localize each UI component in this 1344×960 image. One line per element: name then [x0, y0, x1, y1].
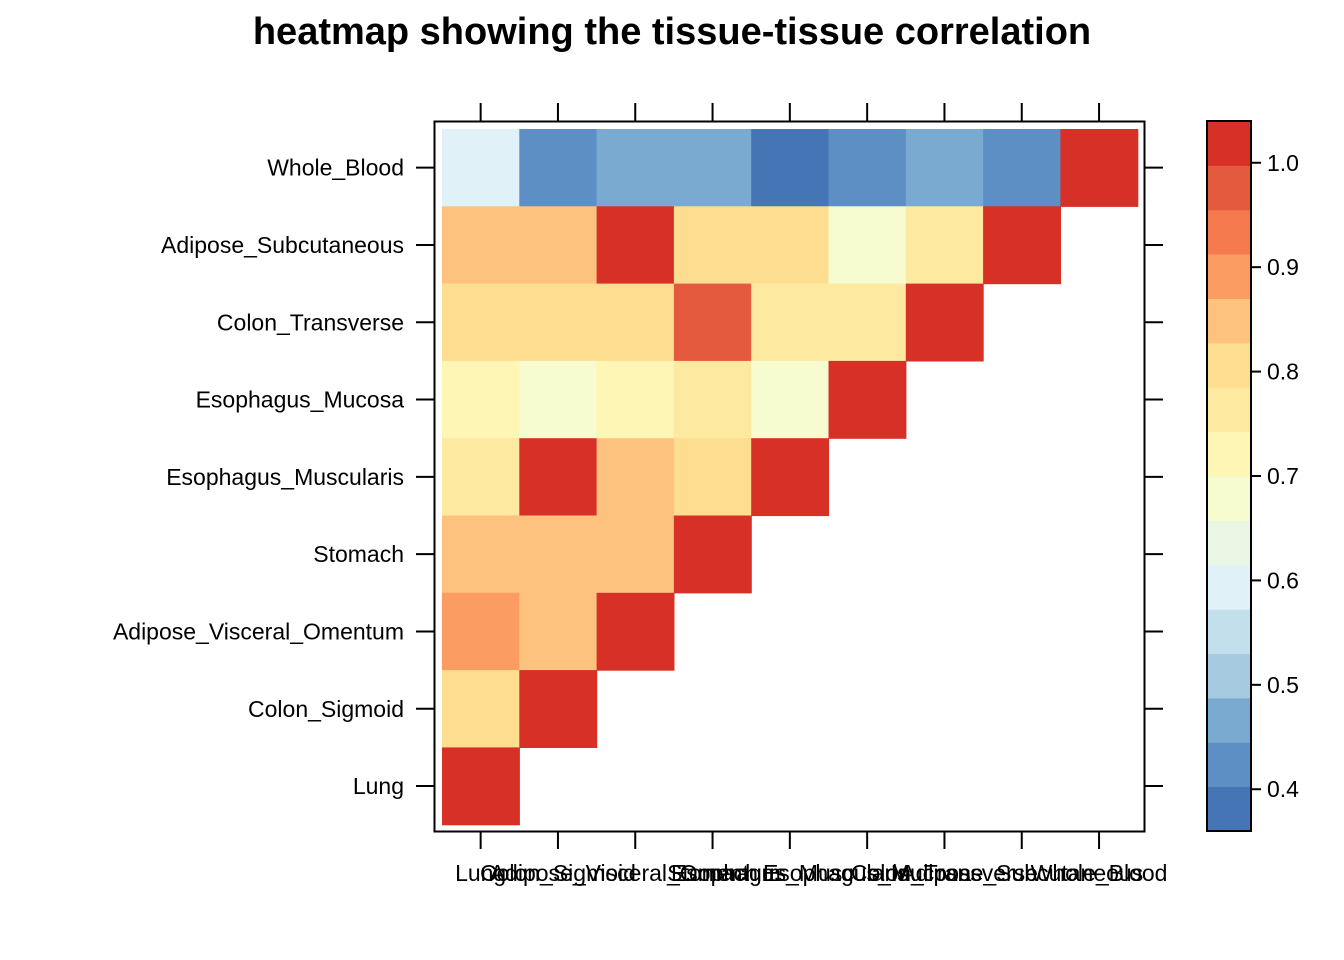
colorbar-tick-label: 1.0 — [1267, 150, 1299, 176]
colorbar-segment — [1207, 431, 1251, 477]
y-tick-label: Stomach — [313, 541, 404, 567]
heatmap-cell — [673, 515, 752, 594]
colorbar-segment — [1207, 298, 1251, 344]
y-tick-label: Adipose_Visceral_Omentum — [113, 618, 404, 644]
colorbar-segment — [1207, 387, 1251, 433]
colorbar-tick-label: 0.8 — [1267, 359, 1299, 385]
heatmap-cell — [905, 129, 984, 207]
heatmap-cell — [828, 283, 907, 362]
colorbar-segment — [1207, 342, 1251, 388]
x-tick-label: Colon_Sigmoid — [480, 860, 636, 886]
colorbar-segment — [1207, 653, 1251, 699]
heatmap-cell — [983, 206, 1061, 285]
heatmap-cell — [442, 592, 520, 671]
colorbar-segment — [1207, 564, 1251, 610]
heatmap-cell — [596, 283, 675, 362]
heatmap-cell — [519, 129, 598, 207]
colorbar-tick-label: 0.9 — [1267, 254, 1299, 280]
axes: Whole_BloodAdipose_SubcutaneousColon_Tra… — [113, 103, 1168, 886]
heatmap-cell — [442, 670, 520, 748]
heatmap-cell — [905, 283, 984, 362]
heatmap-cell — [519, 206, 598, 285]
heatmap-cell — [673, 283, 752, 362]
y-tick-label: Esophagus_Mucosa — [196, 387, 405, 413]
colorbar-segment — [1207, 786, 1251, 832]
colorbar-segment — [1207, 742, 1251, 788]
y-tick-label: Whole_Blood — [267, 155, 404, 181]
heatmap-cell — [751, 206, 830, 285]
colorbar-segment — [1207, 476, 1251, 521]
heatmap-cell — [442, 206, 520, 285]
heatmap-cell — [751, 438, 830, 517]
y-tick-label: Esophagus_Muscularis — [166, 464, 404, 490]
heatmap-cell — [442, 438, 520, 517]
y-tick-label: Adipose_Subcutaneous — [161, 232, 404, 258]
y-tick-label: Colon_Transverse — [217, 309, 404, 335]
colorbar-tick-label: 0.7 — [1267, 463, 1299, 489]
heatmap-cell — [983, 129, 1061, 207]
heatmap-cell — [519, 360, 598, 439]
x-tick-label: Whole_Blood — [1031, 860, 1168, 886]
heatmap-cell — [751, 129, 830, 207]
heatmap-cell — [519, 283, 598, 362]
heatmap-cell — [673, 360, 752, 439]
heatmap-cell — [596, 360, 675, 439]
heatmap-cell — [673, 206, 752, 285]
heatmap-cell — [442, 129, 520, 207]
x-tick-label: Esophagus_Mucosa — [763, 860, 972, 886]
heatmap-cell — [519, 515, 598, 594]
colorbar-segment — [1207, 254, 1251, 299]
colorbar-tick-label: 0.4 — [1267, 776, 1299, 802]
colorbar: 0.4 0.5 0.6 0.7 0.8 0.9 1.0 — [1206, 120, 1299, 832]
x-tick-label: Esophagus_Muscularis — [671, 860, 909, 886]
heatmap-cell — [442, 515, 520, 594]
colorbar-segment — [1207, 209, 1251, 255]
heatmap-cell — [596, 129, 675, 207]
heatmap-cell — [828, 129, 907, 207]
heatmap-cell — [751, 283, 830, 362]
heatmap-cell — [442, 360, 520, 439]
heatmap-cell — [828, 360, 907, 439]
x-tick-label: Adipose_Visceral_Omentum — [490, 860, 781, 886]
x-tick-label: Adipose_Subcutaneous — [900, 860, 1143, 886]
heatmap-cell — [596, 515, 675, 594]
colorbar-segment — [1207, 609, 1251, 654]
heatmap-cell — [519, 670, 598, 748]
colorbar-tick-label: 0.5 — [1267, 672, 1299, 698]
heatmap-cell — [905, 206, 984, 285]
heatmap-cell — [519, 438, 598, 517]
heatmap-cell — [442, 747, 520, 826]
x-tick-label: Stomach — [667, 860, 758, 886]
chart-title: heatmap showing the tissue-tissue correl… — [253, 11, 1091, 53]
colorbar-segment — [1207, 121, 1251, 166]
heatmap-cell — [673, 438, 752, 517]
x-tick-label: Lung — [455, 860, 506, 886]
heatmap-cell — [751, 360, 830, 439]
y-tick-label: Colon_Sigmoid — [248, 696, 404, 722]
colorbar-segment — [1207, 165, 1251, 211]
colorbar-segment — [1207, 697, 1251, 743]
heatmap-cell — [596, 206, 675, 285]
heatmap-cell — [828, 206, 907, 285]
y-tick-label: Lung — [353, 773, 404, 799]
heatmap-cells — [442, 129, 1139, 826]
colorbar-segment — [1207, 520, 1251, 566]
heatmap-cell — [596, 438, 675, 517]
heatmap-cell — [442, 283, 520, 362]
x-tick-label: Colon_Transverse — [851, 860, 1038, 886]
heatmap-cell — [1060, 129, 1139, 207]
colorbar-tick-label: 0.6 — [1267, 567, 1299, 593]
heatmap-cell — [596, 592, 675, 671]
heatmap-cell — [673, 129, 752, 207]
heatmap-cell — [519, 592, 598, 671]
